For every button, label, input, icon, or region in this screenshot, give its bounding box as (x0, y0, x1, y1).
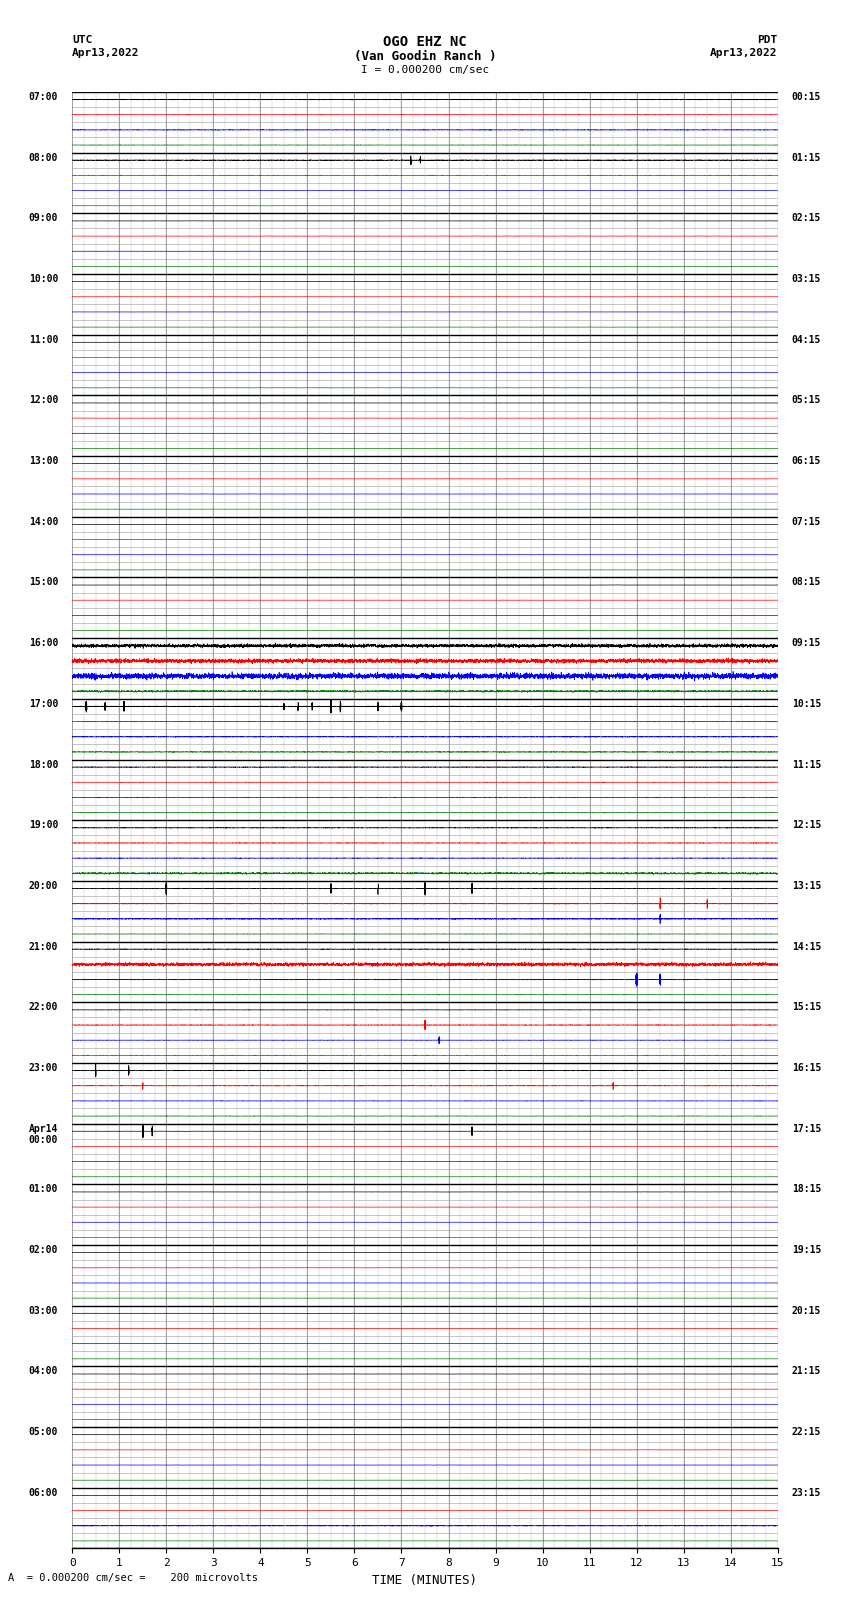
Text: 19:15: 19:15 (792, 1245, 821, 1255)
Text: 06:00: 06:00 (29, 1487, 58, 1498)
Text: 21:15: 21:15 (792, 1366, 821, 1376)
Text: I = 0.000200 cm/sec: I = 0.000200 cm/sec (361, 65, 489, 74)
Text: 23:00: 23:00 (29, 1063, 58, 1073)
Text: 12:00: 12:00 (29, 395, 58, 405)
Text: UTC: UTC (72, 35, 93, 45)
Text: 05:00: 05:00 (29, 1428, 58, 1437)
Text: 15:00: 15:00 (29, 577, 58, 587)
Text: Apr13,2022: Apr13,2022 (72, 48, 139, 58)
Text: 18:00: 18:00 (29, 760, 58, 769)
Text: 03:15: 03:15 (792, 274, 821, 284)
Text: 02:00: 02:00 (29, 1245, 58, 1255)
Text: 17:00: 17:00 (29, 698, 58, 708)
Text: 22:00: 22:00 (29, 1002, 58, 1013)
Text: 11:15: 11:15 (792, 760, 821, 769)
Text: 19:00: 19:00 (29, 821, 58, 831)
Text: 16:15: 16:15 (792, 1063, 821, 1073)
Text: 10:15: 10:15 (792, 698, 821, 708)
Text: 12:15: 12:15 (792, 821, 821, 831)
Text: OGO EHZ NC: OGO EHZ NC (383, 35, 467, 50)
Text: 09:00: 09:00 (29, 213, 58, 223)
Text: 07:15: 07:15 (792, 516, 821, 527)
Text: 17:15: 17:15 (792, 1124, 821, 1134)
Text: 11:00: 11:00 (29, 336, 58, 345)
Text: 10:00: 10:00 (29, 274, 58, 284)
Text: 20:00: 20:00 (29, 881, 58, 890)
Text: 15:15: 15:15 (792, 1002, 821, 1013)
Text: PDT: PDT (757, 35, 778, 45)
X-axis label: TIME (MINUTES): TIME (MINUTES) (372, 1574, 478, 1587)
Text: 18:15: 18:15 (792, 1184, 821, 1194)
Text: A  = 0.000200 cm/sec =    200 microvolts: A = 0.000200 cm/sec = 200 microvolts (8, 1573, 258, 1582)
Text: 01:15: 01:15 (792, 153, 821, 163)
Text: 07:00: 07:00 (29, 92, 58, 102)
Text: 16:00: 16:00 (29, 639, 58, 648)
Text: 09:15: 09:15 (792, 639, 821, 648)
Text: 14:00: 14:00 (29, 516, 58, 527)
Text: 04:15: 04:15 (792, 336, 821, 345)
Text: (Van Goodin Ranch ): (Van Goodin Ranch ) (354, 50, 496, 63)
Text: 08:15: 08:15 (792, 577, 821, 587)
Text: 22:15: 22:15 (792, 1428, 821, 1437)
Text: 14:15: 14:15 (792, 942, 821, 952)
Text: 02:15: 02:15 (792, 213, 821, 223)
Text: 04:00: 04:00 (29, 1366, 58, 1376)
Text: 03:00: 03:00 (29, 1307, 58, 1316)
Text: 13:15: 13:15 (792, 881, 821, 890)
Text: Apr14
00:00: Apr14 00:00 (29, 1124, 58, 1145)
Text: 23:15: 23:15 (792, 1487, 821, 1498)
Text: 05:15: 05:15 (792, 395, 821, 405)
Text: 13:00: 13:00 (29, 456, 58, 466)
Text: 20:15: 20:15 (792, 1307, 821, 1316)
Text: 06:15: 06:15 (792, 456, 821, 466)
Text: 08:00: 08:00 (29, 153, 58, 163)
Text: 21:00: 21:00 (29, 942, 58, 952)
Text: Apr13,2022: Apr13,2022 (711, 48, 778, 58)
Text: 00:15: 00:15 (792, 92, 821, 102)
Text: 01:00: 01:00 (29, 1184, 58, 1194)
